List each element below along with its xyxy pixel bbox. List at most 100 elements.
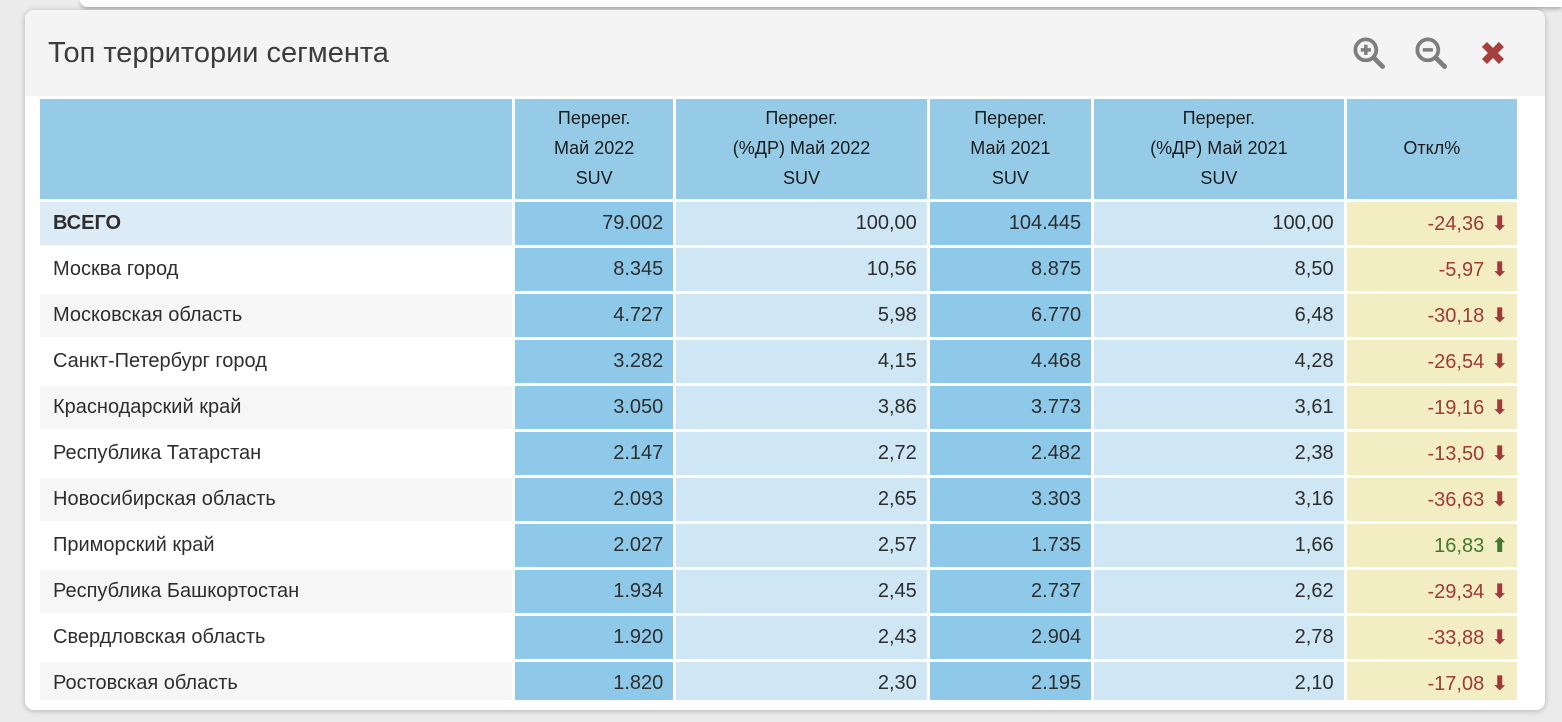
table-row[interactable]: Новосибирская область 2.093 2,65 3.303 3,16-… <box>40 478 1517 521</box>
territory-cell: Московская область <box>40 294 512 337</box>
territory-cell: Санкт-Петербург город <box>40 340 512 383</box>
close-button[interactable]: ✖ <box>1471 31 1515 75</box>
zoom-in-button[interactable] <box>1347 31 1391 75</box>
dev-cell: -30,18 ⬇ <box>1346 294 1517 337</box>
pct-cell: 2,78 <box>1094 616 1344 659</box>
arrow-down-icon: ⬇ <box>1491 625 1508 649</box>
table-row[interactable]: Ростовская область 1.820 2,30 2.195 2,10 -17,… <box>40 662 1517 700</box>
dev-cell: -17,08 ⬇ <box>1346 662 1517 700</box>
arrow-down-icon: ⬇ <box>1491 671 1508 695</box>
dev-cell: -19,16 ⬇ <box>1346 386 1517 429</box>
deviation-value: -26,54 <box>1427 351 1485 373</box>
dev-cell: -13,50 ⬇ <box>1346 432 1517 475</box>
arrow-down-icon: ⬇ <box>1491 579 1508 603</box>
table-row[interactable]: Краснодарский край 3.050 3,86 3.773 3,61 -19,… <box>40 386 1517 429</box>
reg-cell: 1.820 <box>514 662 674 700</box>
territory-cell: Краснодарский край <box>40 386 512 429</box>
table-row[interactable]: Москва город 8.345 10,56 8.875 8,50 -5,97 ⬇ <box>40 248 1517 291</box>
table-header-row: Перерег. Май 2022 SUV Перерег. (%ДР) Май … <box>40 99 1517 199</box>
dev-cell: -26,54 ⬇ <box>1346 340 1517 383</box>
territory-cell: Республика Татарстан <box>40 432 512 475</box>
territory-cell: Приморский край <box>40 524 512 567</box>
pct-cell: 100,00 <box>1094 202 1344 245</box>
reg-cell: 8.345 <box>514 248 674 291</box>
dev-cell: -24,36 ⬇ <box>1346 202 1517 245</box>
pct-cell: 8,50 <box>1094 248 1344 291</box>
pct-cell: 2,62 <box>1094 570 1344 613</box>
pct-cell: 2,38 <box>1094 432 1344 475</box>
territory-cell: Свердловская область <box>40 616 512 659</box>
reg-cell: 2.482 <box>929 432 1092 475</box>
reg-cell: 8.875 <box>929 248 1092 291</box>
table-row[interactable]: Московская область 4.727 5,98 6.770 6,48 -30,… <box>40 294 1517 337</box>
pct-cell: 10,56 <box>676 248 927 291</box>
pct-cell: 2,30 <box>676 662 927 700</box>
arrow-down-icon: ⬇ <box>1491 441 1508 465</box>
pct-cell: 2,43 <box>676 616 927 659</box>
deviation-value: -13,50 <box>1427 443 1485 465</box>
column-header-3: Перерег. Май 2021 SUV <box>929 99 1092 199</box>
territory-cell: Новосибирская область <box>40 478 512 521</box>
reg-cell: 2.147 <box>514 432 674 475</box>
reg-cell: 79.002 <box>514 202 674 245</box>
arrow-down-icon: ⬇ <box>1491 211 1508 235</box>
deviation-value: -24,36 <box>1427 213 1485 235</box>
widget-header: Топ территории сегмента <box>25 10 1545 96</box>
reg-cell: 2.904 <box>929 616 1092 659</box>
reg-cell: 104.445 <box>929 202 1092 245</box>
reg-cell: 2.737 <box>929 570 1092 613</box>
column-header-2: Перерег. (%ДР) Май 2022 SUV <box>676 99 927 199</box>
reg-cell: 3.050 <box>514 386 674 429</box>
table-row-total[interactable]: ВСЕГО 79.002 100,00 104.445 100,00 -24,36 ⬇ <box>40 202 1517 245</box>
reg-cell: 2.195 <box>929 662 1092 700</box>
table-row[interactable]: Свердловская область 1.920 2,43 2.904 2,78 -3… <box>40 616 1517 659</box>
top-territories-widget: Топ территории сегмента <box>25 10 1545 710</box>
close-icon: ✖ <box>1479 33 1507 73</box>
dev-cell: -33,88 ⬇ <box>1346 616 1517 659</box>
territories-table-container[interactable]: Перерег. Май 2022 SUV Перерег. (%ДР) Май … <box>37 96 1545 700</box>
reg-cell: 6.770 <box>929 294 1092 337</box>
pct-cell: 2,10 <box>1094 662 1344 700</box>
table-row[interactable]: Республика Татарстан 2.147 2,72 2.482 2,38 -1… <box>40 432 1517 475</box>
arrow-down-icon: ⬇ <box>1491 487 1508 511</box>
pct-cell: 4,15 <box>676 340 927 383</box>
arrow-down-icon: ⬇ <box>1491 303 1508 327</box>
pct-cell: 2,45 <box>676 570 927 613</box>
deviation-value: -5,97 <box>1438 259 1485 281</box>
pct-cell: 3,16 <box>1094 478 1344 521</box>
territory-cell: Республика Башкортостан <box>40 570 512 613</box>
territory-cell: Москва город <box>40 248 512 291</box>
reg-cell: 4.468 <box>929 340 1092 383</box>
table-row[interactable]: Республика Башкортостан 1.934 2,45 2.737 2,6… <box>40 570 1517 613</box>
dev-cell: -36,63 ⬇ <box>1346 478 1517 521</box>
table-row[interactable]: Санкт-Петербург город 3.282 4,15 4.468 4,28-… <box>40 340 1517 383</box>
reg-cell: 1.735 <box>929 524 1092 567</box>
table-row[interactable]: Приморский край 2.027 2,57 1.735 1,66 16,83 ⬆ <box>40 524 1517 567</box>
column-header-0 <box>40 99 512 199</box>
pct-cell: 100,00 <box>676 202 927 245</box>
reg-cell: 1.934 <box>514 570 674 613</box>
deviation-value: -30,18 <box>1427 305 1485 327</box>
pct-cell: 6,48 <box>1094 294 1344 337</box>
deviation-value: -29,34 <box>1427 581 1485 603</box>
zoom-out-button[interactable] <box>1409 31 1453 75</box>
deviation-value: -36,63 <box>1427 489 1485 511</box>
window-above-edge <box>80 0 1562 7</box>
pct-cell: 3,61 <box>1094 386 1344 429</box>
page-title: Топ территории сегмента <box>48 36 389 69</box>
reg-cell: 2.093 <box>514 478 674 521</box>
pct-cell: 2,65 <box>676 478 927 521</box>
deviation-value: 16,83 <box>1434 535 1485 557</box>
deviation-value: -17,08 <box>1427 673 1485 695</box>
pct-cell: 2,57 <box>676 524 927 567</box>
dev-cell: -29,34 ⬇ <box>1346 570 1517 613</box>
arrow-down-icon: ⬇ <box>1491 257 1508 281</box>
territories-table: Перерег. Май 2022 SUV Перерег. (%ДР) Май … <box>37 96 1520 700</box>
deviation-value: -33,88 <box>1427 627 1485 649</box>
magnifier-minus-icon <box>1412 34 1450 72</box>
territory-cell: Ростовская область <box>40 662 512 700</box>
pct-cell: 1,66 <box>1094 524 1344 567</box>
pct-cell: 4,28 <box>1094 340 1344 383</box>
column-header-1: Перерег. Май 2022 SUV <box>514 99 674 199</box>
column-header-5: Откл% <box>1346 99 1517 199</box>
